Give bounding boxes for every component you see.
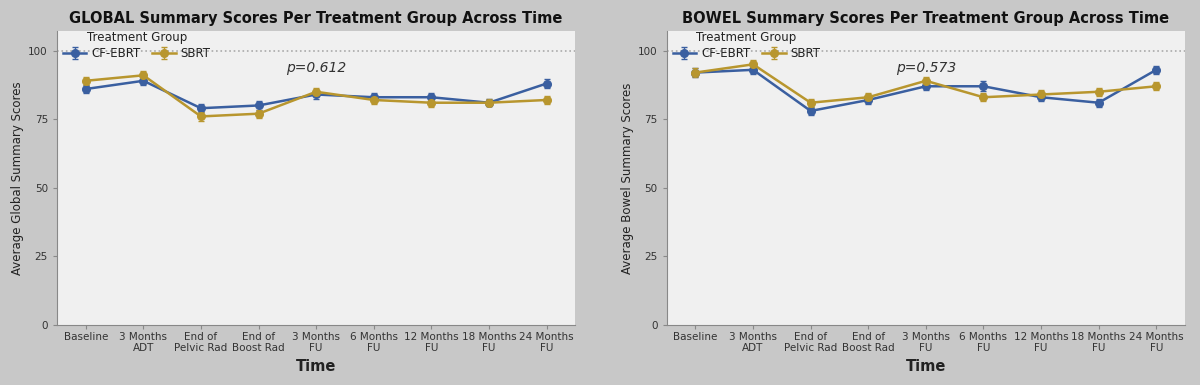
X-axis label: Time: Time: [296, 359, 336, 374]
Legend: CF-EBRT, SBRT: CF-EBRT, SBRT: [672, 32, 821, 60]
X-axis label: Time: Time: [906, 359, 946, 374]
Y-axis label: Average Global Summary Scores: Average Global Summary Scores: [11, 81, 24, 275]
Title: BOWEL Summary Scores Per Treatment Group Across Time: BOWEL Summary Scores Per Treatment Group…: [683, 11, 1170, 26]
Text: p=0.612: p=0.612: [286, 61, 347, 75]
Text: p=0.573: p=0.573: [895, 61, 956, 75]
Title: GLOBAL Summary Scores Per Treatment Group Across Time: GLOBAL Summary Scores Per Treatment Grou…: [70, 11, 563, 26]
Y-axis label: Average Bowel Summary Scores: Average Bowel Summary Scores: [620, 82, 634, 274]
Legend: CF-EBRT, SBRT: CF-EBRT, SBRT: [62, 32, 210, 60]
